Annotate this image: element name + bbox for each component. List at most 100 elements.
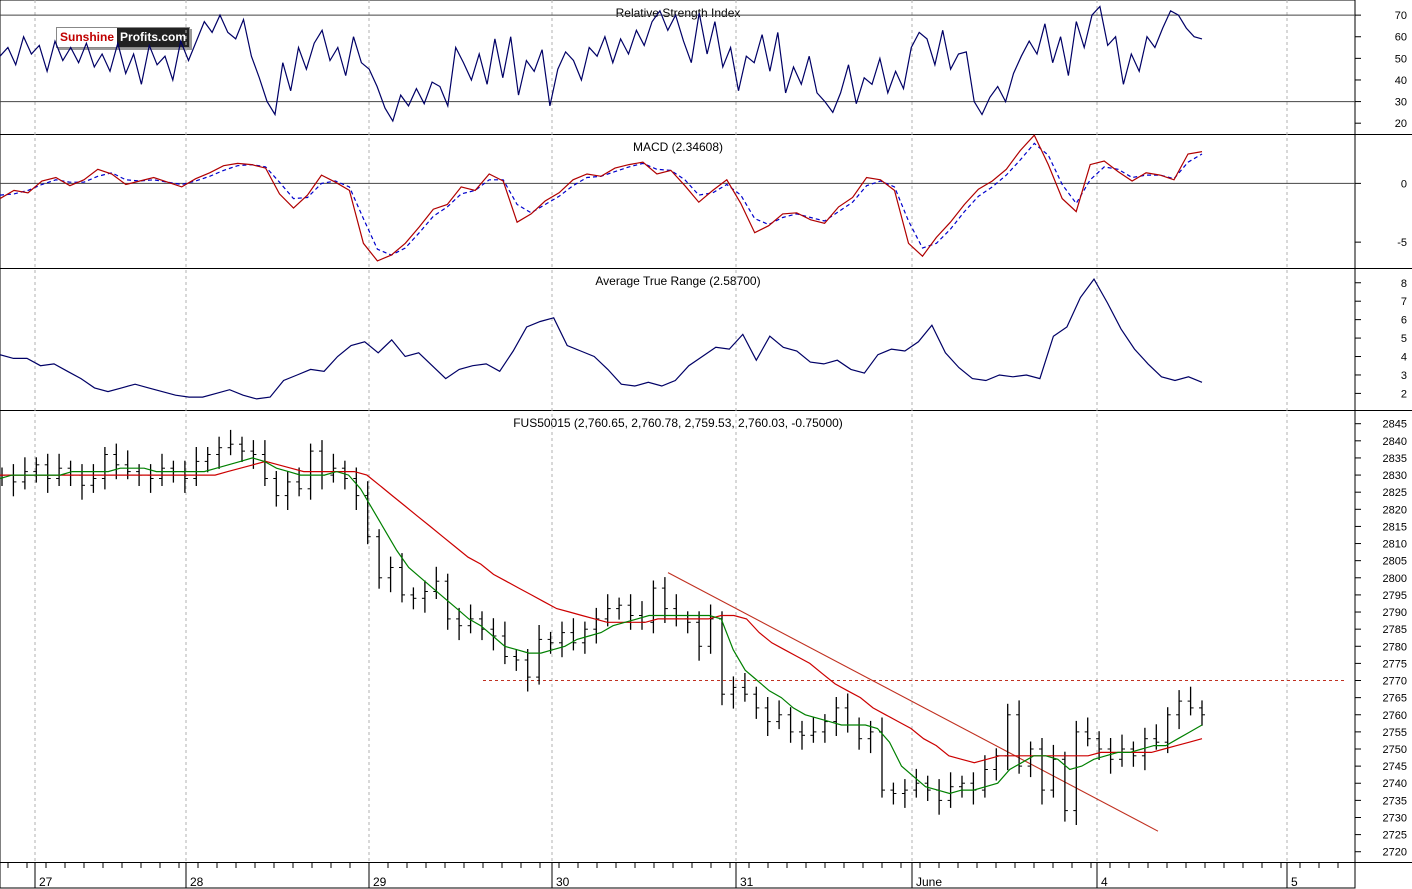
price-bar	[376, 529, 383, 589]
price-bar	[1107, 738, 1114, 774]
y-tick-label: 2750	[1383, 744, 1407, 756]
price-bar	[273, 471, 280, 507]
y-tick-label: 2	[1401, 388, 1407, 400]
logo-text-profits: Profits.com	[117, 28, 190, 47]
logo-text-sunshine: Sunshine	[57, 28, 118, 47]
price-bar	[959, 775, 965, 798]
price-bar	[684, 611, 691, 634]
price-bar	[776, 700, 783, 730]
x-tick-label: 30	[556, 875, 570, 889]
price-bar	[604, 594, 611, 627]
y-tick-label: -5	[1397, 237, 1407, 249]
price-bar	[707, 604, 714, 654]
y-tick-label: 3	[1401, 370, 1407, 382]
price-bar	[113, 443, 120, 480]
price-bar	[753, 686, 760, 719]
price-bar	[970, 772, 977, 805]
rsi-panel: 20 30 40 50 60 70	[0, 5, 1407, 130]
y-tick-label: 2815	[1383, 521, 1407, 533]
macd-panel-title: MACD (2.34608)	[633, 140, 723, 154]
y-tick-label: 4	[1401, 352, 1407, 364]
y-tick-label: 6	[1401, 315, 1407, 327]
rsi-line	[0, 5, 1203, 123]
price-bar	[1096, 731, 1103, 760]
price-bar	[741, 673, 748, 702]
y-tick-label: 30	[1395, 97, 1407, 109]
y-tick-label: 2765	[1383, 693, 1407, 705]
rsi-panel-title: Relative Strength Index	[616, 6, 741, 20]
price-bar	[33, 457, 40, 483]
y-tick-label: 2835	[1383, 453, 1407, 465]
price-bar	[639, 601, 645, 630]
y-tick-label: 2795	[1383, 590, 1407, 602]
y-tick-label: 2740	[1383, 778, 1407, 790]
price-bar	[696, 611, 703, 661]
price-bar	[387, 556, 394, 593]
price-panel: 2720 2725 2730 2735 2740 2745 2750 2755 2760 2765…	[0, 419, 1407, 859]
macd-panel: -5 0	[0, 134, 1407, 262]
price-bar	[399, 553, 405, 603]
price-bar	[856, 717, 863, 750]
y-tick-label: 0	[1401, 178, 1407, 190]
price-bar	[1141, 727, 1148, 771]
price-bar	[901, 779, 908, 808]
y-tick-label: 60	[1395, 32, 1407, 44]
price-bar	[593, 607, 600, 644]
price-bar	[181, 460, 188, 493]
y-tick-label: 2735	[1383, 795, 1407, 807]
price-bar	[501, 621, 508, 665]
y-tick-label: 50	[1395, 53, 1407, 65]
y-tick-label: 2730	[1383, 812, 1407, 824]
price-bar	[433, 566, 440, 599]
y-tick-label: 2830	[1383, 470, 1407, 482]
price-bar	[1050, 744, 1057, 798]
price-bar	[79, 464, 85, 500]
price-bar	[981, 755, 988, 798]
y-tick-label: 2810	[1383, 539, 1407, 551]
price-bar	[661, 577, 668, 623]
price-bar	[147, 464, 154, 493]
y-tick-label: 2800	[1383, 573, 1407, 585]
price-bar	[1176, 690, 1183, 730]
macd-signal-line	[0, 142, 1203, 256]
x-tick-label: 27	[39, 875, 53, 889]
price-bar	[1016, 700, 1023, 774]
price-bar	[913, 768, 920, 798]
price-bar	[879, 717, 885, 798]
y-tick-label: 2825	[1383, 487, 1407, 499]
sunshine-profits-logo: Sunshine Profits.com	[56, 27, 191, 48]
price-bar	[284, 471, 291, 510]
price-bar	[536, 625, 543, 685]
price-bar	[364, 481, 371, 545]
price-bar	[67, 460, 74, 486]
moving-average-red	[0, 460, 1203, 764]
macd-line	[0, 134, 1203, 262]
x-tick-label: 28	[190, 875, 204, 889]
price-bar	[319, 440, 325, 490]
x-tick-label: 31	[740, 875, 754, 889]
y-tick-label: 5	[1401, 333, 1407, 345]
price-bar	[764, 697, 771, 736]
price-bar	[296, 467, 303, 497]
price-bar	[513, 649, 520, 671]
price-bar	[101, 447, 108, 490]
price-bar	[627, 594, 634, 630]
price-bar	[204, 447, 211, 473]
price-bar	[341, 460, 348, 490]
price-bar	[616, 597, 623, 620]
x-tick-label: 4	[1101, 875, 1108, 889]
price-bar	[730, 676, 737, 709]
y-tick-label: 2845	[1383, 419, 1407, 431]
price-bar	[1130, 741, 1137, 767]
price-bar	[1084, 717, 1091, 747]
price-bar	[490, 618, 497, 651]
x-axis: 27 28 29 30 31 June 4 5	[7, 862, 1339, 889]
price-bar	[650, 580, 657, 634]
y-tick-label: 2745	[1383, 761, 1407, 773]
y-tick-label: 7	[1401, 296, 1407, 308]
price-bar	[1061, 751, 1068, 822]
price-bar	[444, 573, 451, 630]
price-bar	[524, 649, 531, 692]
price-bar	[1199, 700, 1205, 726]
